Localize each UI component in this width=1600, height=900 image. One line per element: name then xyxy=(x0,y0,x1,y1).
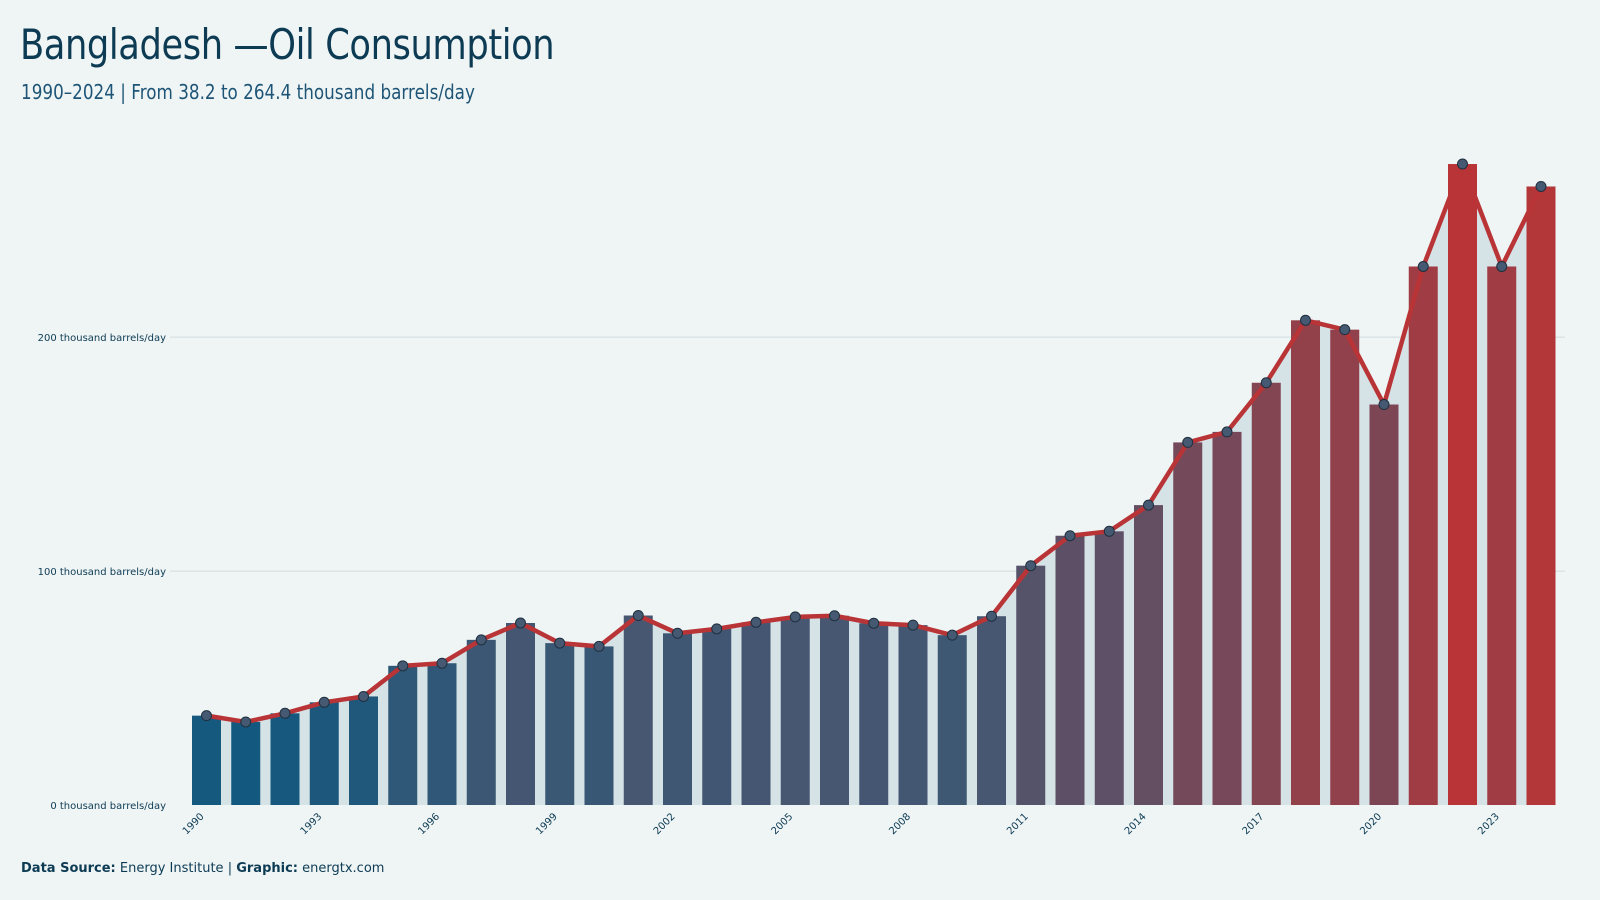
bar-2002 xyxy=(663,633,692,805)
marker-1995 xyxy=(397,660,409,672)
bar-2013 xyxy=(1094,531,1124,805)
x-tick-label: 1996 xyxy=(416,811,442,837)
marker-1993 xyxy=(318,696,330,708)
bar-2017 xyxy=(1251,382,1281,805)
area-under-line xyxy=(206,164,1541,806)
chart-subtitle: 1990–2024 | From 38.2 to 264.4 thousand … xyxy=(21,80,475,104)
bar-1997 xyxy=(466,639,496,805)
bar-1999 xyxy=(545,643,575,805)
bar-1991 xyxy=(231,721,261,805)
bar-2022 xyxy=(1448,164,1477,806)
chart-title: Bangladesh —Oil Consumption xyxy=(20,20,555,69)
y-tick-label: 0 thousand barrels/day xyxy=(50,801,166,812)
marker-1990 xyxy=(201,710,212,722)
marker-2008 xyxy=(907,619,919,631)
x-tick-label: 2008 xyxy=(887,811,913,837)
marker-1997 xyxy=(475,634,487,646)
y-tick-label: 100 thousand barrels/day xyxy=(38,567,166,578)
bar-1995 xyxy=(388,665,418,805)
marker-2002 xyxy=(672,627,683,639)
bar-2019 xyxy=(1330,329,1360,805)
marker-2015 xyxy=(1182,436,1194,448)
bar-2007 xyxy=(859,623,889,805)
marker-2001 xyxy=(632,610,644,622)
bar-2018 xyxy=(1291,320,1320,805)
bars xyxy=(192,164,1556,806)
marker-2024 xyxy=(1535,180,1547,192)
x-tick-label: 1999 xyxy=(534,811,560,837)
marker-2018 xyxy=(1300,314,1311,326)
graphic-label: Graphic: xyxy=(236,861,298,876)
marker-2022 xyxy=(1457,158,1468,170)
x-tick-label: 2023 xyxy=(1476,811,1502,837)
marker-1999 xyxy=(554,637,566,649)
x-tick-label: 2020 xyxy=(1358,811,1384,837)
marker-2012 xyxy=(1064,530,1076,542)
bar-1993 xyxy=(309,702,339,805)
bar-2016 xyxy=(1212,431,1242,805)
bar-2003 xyxy=(702,628,732,805)
marker-2019 xyxy=(1339,324,1351,336)
bar-1996 xyxy=(427,663,457,805)
source-value: Energy Institute xyxy=(119,861,224,876)
marker-2005 xyxy=(789,611,801,623)
bar-2010 xyxy=(977,616,1006,805)
bar-1994 xyxy=(349,696,378,805)
graphic-value: energtx.com xyxy=(302,861,385,876)
y-tick-label: 200 thousand barrels/day xyxy=(38,333,166,344)
marker-2000 xyxy=(593,640,605,652)
x-axis-ticks: 1990 1993 1996 1999 2002 2005 2008 2011 2014 2017… xyxy=(181,811,1502,837)
source-label: Data Source: xyxy=(21,861,116,876)
x-tick-label: 2005 xyxy=(770,811,796,837)
bar-1990 xyxy=(192,715,221,805)
bar-2012 xyxy=(1055,535,1085,805)
marker-2007 xyxy=(868,617,880,629)
marker-2010 xyxy=(986,610,997,622)
bar-2015 xyxy=(1173,442,1203,805)
x-tick-label: 2017 xyxy=(1241,811,1267,837)
marker-2011 xyxy=(1025,560,1037,572)
marker-2014 xyxy=(1143,499,1154,511)
bar-2008 xyxy=(898,625,928,805)
x-tick-label: 2002 xyxy=(652,811,678,837)
bar-2014 xyxy=(1134,505,1163,805)
bar-2006 xyxy=(820,615,849,805)
x-tick-label: 1990 xyxy=(181,811,207,837)
bar-1998 xyxy=(506,623,535,805)
marker-2021 xyxy=(1417,260,1429,272)
bar-2020 xyxy=(1369,404,1399,805)
marker-2016 xyxy=(1221,426,1233,438)
x-tick-label: 1993 xyxy=(299,811,325,837)
line-markers xyxy=(201,158,1547,728)
bar-2011 xyxy=(1016,565,1046,805)
bar-2021 xyxy=(1408,266,1438,805)
bar-2004 xyxy=(741,622,771,805)
marker-2017 xyxy=(1260,377,1272,389)
bar-2024 xyxy=(1526,186,1556,805)
marker-1994 xyxy=(358,690,369,702)
bar-2009 xyxy=(937,635,967,805)
marker-1991 xyxy=(240,716,252,728)
marker-2004 xyxy=(750,616,762,628)
bar-2001 xyxy=(623,615,653,805)
marker-2013 xyxy=(1103,525,1115,537)
marker-2009 xyxy=(946,629,958,641)
bar-2023 xyxy=(1487,266,1517,805)
marker-1998 xyxy=(515,617,526,629)
x-tick-label: 2011 xyxy=(1005,811,1031,837)
x-tick-label: 2014 xyxy=(1123,811,1149,837)
marker-2006 xyxy=(829,610,840,622)
footer-separator: | xyxy=(227,861,233,876)
marker-2020 xyxy=(1378,399,1390,411)
bar-2000 xyxy=(584,646,614,805)
marker-2003 xyxy=(711,623,723,635)
marker-2023 xyxy=(1496,260,1508,272)
bar-1992 xyxy=(270,713,300,805)
y-axis-ticks: 0 thousand barrels/day 100 thousand barre… xyxy=(38,333,166,812)
chart-footer: Data Source: Energy Institute | Graphic:… xyxy=(21,861,384,876)
marker-1992 xyxy=(279,707,291,719)
bar-2005 xyxy=(780,616,810,805)
marker-1996 xyxy=(436,657,448,669)
